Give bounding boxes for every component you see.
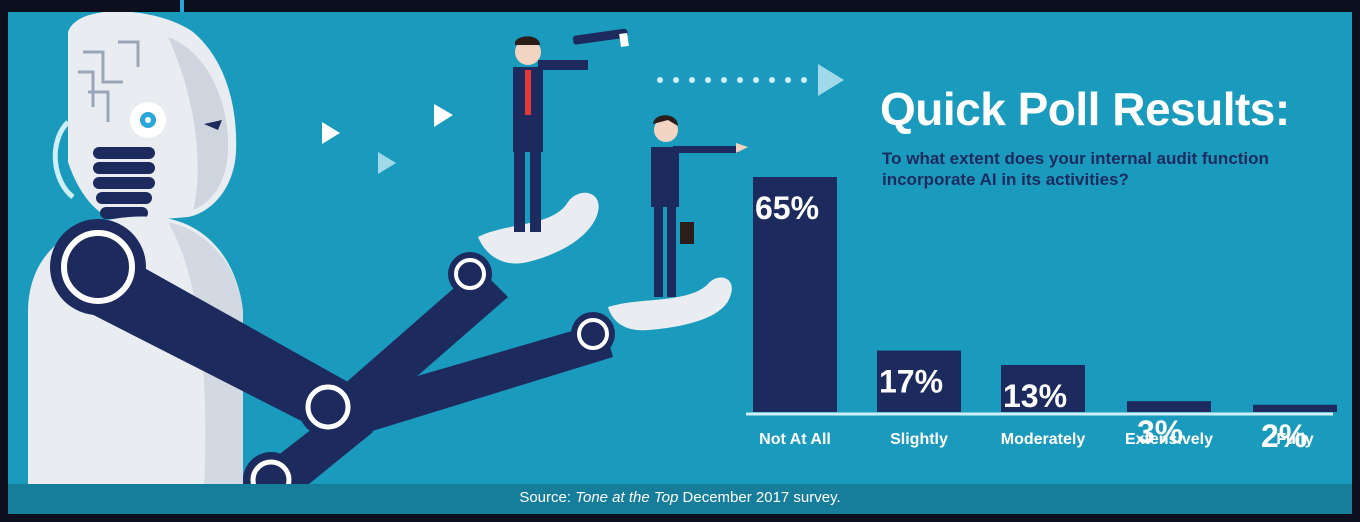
source-bar [8, 484, 1352, 514]
bar-value-label: 13% [1003, 378, 1067, 414]
chart-subtitle: To what extent does your internal audit … [882, 149, 1269, 189]
source-prefix: Source: [519, 489, 572, 506]
robot-circuit-icon [78, 40, 140, 122]
bar-fully [1253, 404, 1337, 412]
chart-title: Quick Poll Results: [880, 83, 1290, 135]
bar-value-label: 2% [1261, 418, 1307, 454]
source-suffix: December 2017 survey. [682, 489, 841, 506]
robot-ear-accent [52, 120, 75, 199]
category-label: Moderately [1001, 431, 1086, 448]
bar-value-label: 3% [1137, 414, 1183, 450]
dotted-line [657, 77, 807, 83]
category-label: Slightly [890, 431, 948, 448]
bar-slightly [877, 350, 961, 412]
bar-value-label: 65% [755, 190, 819, 226]
top-accent-line [180, 0, 184, 12]
bar-extensively [1127, 401, 1211, 412]
infographic: Quick Poll Results: To what extent does … [8, 12, 1352, 514]
robot-eye-icon [204, 120, 222, 130]
bar-value-label: 17% [879, 364, 943, 400]
arrow-icons [322, 64, 844, 174]
businesswoman-figure [651, 115, 748, 297]
gear-icon [130, 102, 166, 138]
robot-illustration [28, 12, 844, 514]
bar-not-at-all [753, 177, 837, 412]
bar-chart: 65% Not At All 17% Slightly 13% Moderately 3%E… [746, 177, 1337, 454]
robot-neck [93, 147, 155, 219]
source-note: Source: Tone at the Top December 2017 su… [8, 489, 1352, 506]
bar-moderately [1001, 365, 1085, 412]
robot-hand-lower [608, 277, 732, 331]
top-border [0, 0, 1360, 12]
source-publication: Tone at the Top [575, 489, 679, 506]
businessman-figure [513, 28, 629, 232]
category-label: Not At All [759, 431, 831, 448]
category-label: Fully [1276, 431, 1313, 448]
robot-face-shadow [168, 37, 229, 210]
category-label: Extensively [1125, 431, 1213, 448]
